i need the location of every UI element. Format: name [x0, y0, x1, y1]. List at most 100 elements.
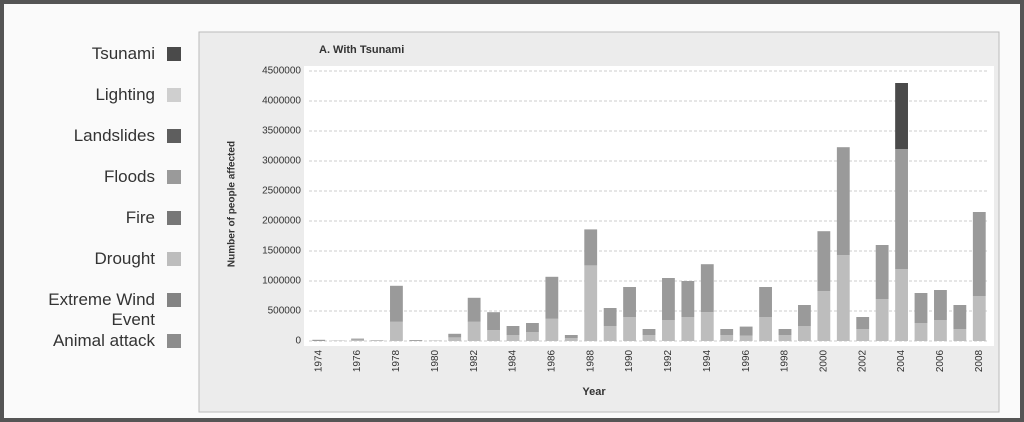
bar-segment [759, 287, 772, 317]
bar-segment [934, 290, 947, 320]
bar-segment [506, 335, 520, 341]
legend-swatch [167, 88, 181, 102]
y-tick-label: 4000000 [262, 96, 301, 107]
bar-segment [972, 212, 986, 296]
x-tick-label: 1990 [624, 349, 635, 372]
bar-segment [545, 318, 559, 341]
bar-segment [700, 264, 714, 313]
bar-segment [778, 335, 792, 341]
legend-swatch [167, 252, 181, 266]
bar-segment [875, 299, 889, 341]
plot-area [304, 66, 994, 346]
bar-segment [351, 338, 364, 340]
x-tick-label: 1986 [546, 349, 557, 372]
bar-segment [662, 278, 675, 320]
bar-segment [526, 323, 539, 332]
bar-segment [934, 320, 947, 341]
bar-segment [914, 293, 928, 323]
bar-segment [623, 287, 636, 317]
y-tick-label: 3500000 [262, 126, 301, 137]
bar-segment [856, 317, 870, 329]
bar-segment [895, 83, 908, 149]
y-tick-label: 2500000 [262, 186, 301, 197]
x-tick-label: 1994 [702, 349, 713, 372]
bar-segment [506, 326, 520, 335]
y-tick-label: 1000000 [262, 276, 301, 287]
bar-segment [603, 326, 617, 341]
bar-segment [351, 339, 364, 341]
bar-segment [448, 337, 462, 341]
legend-label: Tsunami [91, 44, 155, 63]
legend-item: Floods [24, 167, 189, 208]
x-axis-label: Year [582, 386, 606, 398]
bar-segment [681, 281, 695, 317]
legend-swatch [167, 334, 181, 348]
bar-segment [700, 312, 714, 341]
bar-segment [817, 231, 831, 292]
bar-segment [914, 323, 928, 341]
x-tick-label: 1982 [469, 349, 480, 372]
legend-item: Extreme Wind Event [24, 290, 189, 331]
bar-segment [739, 335, 753, 341]
bar-segment [953, 305, 967, 329]
bar-segment [467, 321, 481, 341]
bar-segment [487, 312, 500, 331]
x-tick-label: 1974 [313, 349, 324, 372]
bar-segment [564, 335, 578, 338]
bar-segment [953, 329, 967, 341]
x-tick-label: 1984 [508, 349, 519, 372]
bar-segment [390, 321, 403, 341]
bar-segment [564, 338, 578, 341]
bar-segment [526, 332, 539, 341]
bar-segment [642, 335, 656, 341]
bar-segment [603, 308, 617, 326]
bar-segment [720, 335, 734, 341]
legend-label: Landslides [73, 126, 155, 145]
legend-label: Extreme Wind Event [48, 290, 155, 329]
legend-item: Drought [24, 249, 189, 290]
bar-segment [798, 305, 811, 326]
y-tick-label: 4500000 [262, 66, 301, 77]
bar-segment [584, 265, 598, 341]
legend-swatch [167, 47, 181, 61]
bar-segment [759, 317, 772, 341]
bar-segment [739, 326, 753, 336]
bar-segment [409, 340, 423, 341]
y-tick-label: 1500000 [262, 246, 301, 257]
bar-segment [545, 276, 559, 319]
x-tick-label: 1978 [391, 349, 402, 372]
legend-swatch [167, 293, 181, 307]
bar-segment [584, 229, 598, 266]
bar-segment [778, 329, 792, 335]
bar-segment [836, 147, 850, 256]
x-tick-label: 1976 [352, 349, 363, 372]
chart-title: A. With Tsunami [319, 44, 404, 56]
legend-label: Fire [125, 208, 155, 227]
y-tick-label: 2000000 [262, 216, 301, 227]
bar-segment [817, 291, 831, 341]
legend-label: Drought [94, 249, 155, 268]
bar-segment [856, 329, 870, 341]
x-tick-label: 2002 [857, 349, 868, 372]
bar-segment [720, 329, 734, 335]
bar-segment [312, 339, 326, 341]
legend-item: Landslides [24, 126, 189, 167]
legend-item: Tsunami [24, 44, 189, 85]
x-tick-label: 1980 [430, 349, 441, 372]
legend-swatch [167, 170, 181, 184]
y-axis-label: Number of people affected [227, 141, 238, 267]
bar-segment [895, 149, 908, 269]
bar-segment [972, 296, 986, 341]
x-tick-label: 1998 [780, 349, 791, 372]
legend-item: Animal attack [24, 331, 189, 372]
bar-segment [836, 255, 850, 341]
legend-swatch [167, 211, 181, 225]
bar-segment [895, 269, 908, 341]
bar-segment [875, 245, 889, 299]
bar-segment [681, 317, 695, 341]
bar-segment [467, 297, 481, 322]
legend-label: Animal attack [52, 331, 155, 350]
legend: Tsunami Lighting Landslides Floods Fire Droug… [24, 44, 189, 372]
legend-label: Lighting [95, 85, 155, 104]
